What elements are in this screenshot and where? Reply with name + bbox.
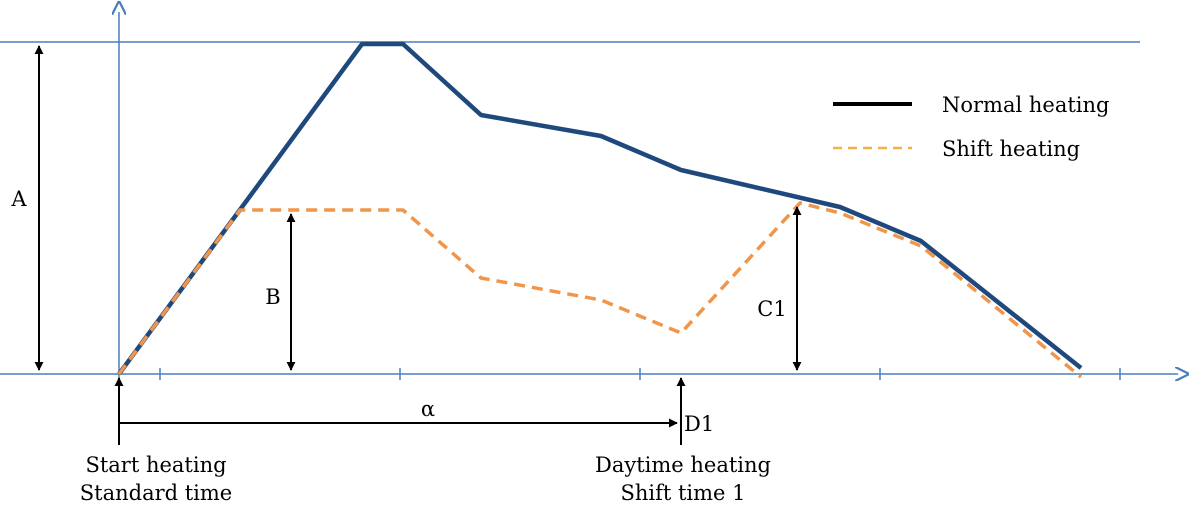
shift-heating-line xyxy=(117,201,1083,379)
label-b: B xyxy=(265,285,280,309)
x-axis-ticks xyxy=(159,368,1121,380)
label-a: A xyxy=(10,187,27,211)
normal-heating-line xyxy=(117,41,1083,376)
label-alpha: α xyxy=(421,397,435,421)
caption-shift-time-1: Shift time 1 xyxy=(620,481,745,505)
label-c1: C1 xyxy=(757,297,786,321)
legend-normal-label: Normal heating xyxy=(942,93,1109,117)
label-d1: D1 xyxy=(684,412,714,436)
caption-standard-time: Standard time xyxy=(80,481,233,505)
caption-daytime-heating: Daytime heating xyxy=(595,453,771,477)
legend-shift-label: Shift heating xyxy=(942,137,1080,161)
legend: Normal heating Shift heating xyxy=(833,93,1109,161)
caption-start-heating: Start heating xyxy=(85,453,226,477)
